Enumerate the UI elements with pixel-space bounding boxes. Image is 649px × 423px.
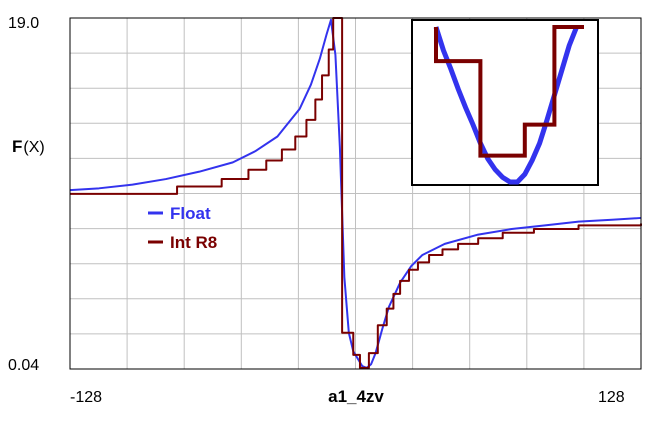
plot-series — [69, 17, 642, 369]
x-tick-label-min: -128 — [70, 389, 102, 406]
legend-label-int-r8: Int R8 — [170, 233, 217, 252]
inset-series — [433, 25, 584, 185]
y-tick-label-min: 0.04 — [8, 357, 39, 374]
x-tick-label-max: 128 — [598, 389, 625, 406]
series-line-int-r8 — [70, 17, 642, 369]
legend-label-float: Float — [170, 204, 211, 223]
x-axis-title: a1_4zv — [328, 387, 384, 406]
y-tick-label-max: 19.0 — [8, 15, 39, 32]
y-axis-title-x: (X) — [23, 139, 44, 156]
legend: Float Int R8 — [148, 204, 217, 252]
y-axis-title: F(X) — [12, 137, 45, 156]
y-axis-title-f: F — [12, 137, 22, 156]
inset-line-int-r8 — [434, 25, 584, 158]
plot-frame — [69, 17, 642, 370]
inset-zoom-panel — [411, 19, 599, 186]
